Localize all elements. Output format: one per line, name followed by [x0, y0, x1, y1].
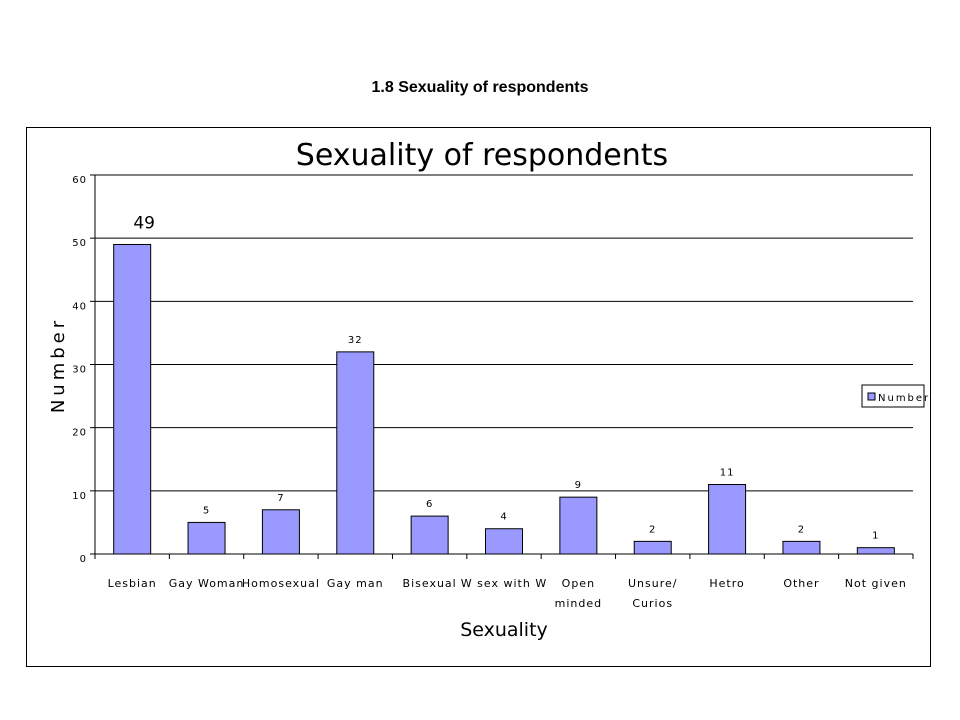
bar: [410, 515, 449, 555]
data-label: 4: [500, 512, 507, 523]
data-label: 32: [348, 335, 363, 346]
bar: [113, 243, 152, 555]
y-tick-label: 20: [72, 428, 87, 439]
bar: [708, 484, 747, 555]
bar: [633, 540, 672, 555]
y-tick-label: 50: [72, 238, 87, 249]
legend-box: [861, 384, 925, 408]
data-label: 2: [798, 524, 805, 535]
y-tick-label: 10: [72, 491, 87, 502]
bar-chart: Sexuality of respondents010203040506049L…: [48, 138, 930, 641]
data-label: 49: [133, 213, 155, 233]
category-label: minded: [555, 597, 602, 610]
category-label: Bisexual: [403, 577, 457, 590]
data-label: 2: [649, 524, 656, 535]
data-label: 5: [203, 505, 210, 516]
y-tick-label: 30: [72, 365, 87, 376]
data-label: 7: [277, 493, 284, 504]
data-label: 9: [575, 480, 582, 491]
category-label: Curios: [632, 597, 673, 610]
category-label: Homosexual: [242, 577, 320, 590]
bar: [856, 547, 895, 555]
category-label: Hetro: [709, 577, 744, 590]
legend-swatch: [867, 392, 876, 401]
x-axis-title: Sexuality: [460, 619, 548, 641]
y-tick-label: 60: [72, 175, 87, 186]
category-label: Open: [562, 577, 595, 590]
data-label: 1: [872, 531, 879, 542]
category-label: Not given: [845, 577, 907, 590]
category-label: W sex with W: [461, 577, 547, 590]
bar: [336, 351, 375, 555]
category-label: Other: [783, 577, 819, 590]
page-heading: 1.8 Sexuality of respondents: [371, 79, 589, 96]
bar: [261, 509, 300, 555]
chart-title: Sexuality of respondents: [296, 138, 668, 173]
bar: [559, 496, 598, 555]
chart-frame: Sexuality of respondents 0 10 20 30 40 50 60 49 L…: [26, 127, 931, 667]
category-label: Unsure/: [628, 577, 677, 590]
category-label: Lesbian: [108, 577, 157, 590]
data-label: 6: [426, 499, 433, 510]
data-label: 11: [720, 468, 735, 479]
legend-label: Number: [878, 393, 930, 404]
bar: [187, 521, 226, 555]
y-tick-label: 0: [80, 554, 87, 565]
y-axis-title: Number: [48, 317, 69, 413]
bar: [782, 540, 821, 555]
y-tick-label: 40: [72, 301, 87, 312]
bar: [485, 528, 523, 555]
category-label: Gay Woman: [169, 577, 245, 590]
category-label: Gay man: [327, 577, 384, 590]
